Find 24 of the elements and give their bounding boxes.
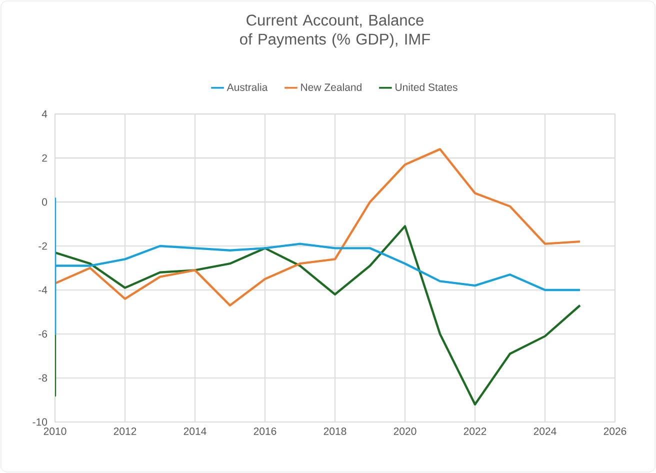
y-tick-label: 0	[42, 198, 48, 206]
x-tick-label: 2016	[254, 428, 276, 435]
y-tick-label: 4	[42, 110, 48, 118]
x-tick-label: 2024	[534, 428, 556, 435]
x-tick-label: 2012	[114, 428, 136, 435]
x-tick-label: 2014	[184, 428, 206, 435]
y-tick-label: 2	[42, 154, 47, 162]
line-series	[55, 225, 582, 406]
x-tick-label: 2010	[44, 428, 66, 435]
y-tick-label: -8	[38, 374, 48, 382]
chart-title: Current Account, Balance of Payments (% GDP), IMF	[240, 14, 430, 48]
legend-label: United States	[396, 83, 458, 91]
legend-label: New Zealand	[301, 83, 362, 91]
line-series	[55, 148, 582, 306]
y-tick-label: -6	[38, 330, 48, 338]
y-tick-label: -10	[32, 418, 48, 426]
y-tick-label: -2	[38, 242, 47, 250]
y-tick-label: -4	[38, 286, 48, 294]
line-series	[55, 196, 582, 336]
x-tick-label: 2018	[324, 428, 346, 435]
legend-label: Australia	[226, 83, 268, 91]
x-tick-label: 2022	[464, 428, 486, 435]
x-tick-label: 2020	[394, 428, 416, 435]
x-tick-label: 2026	[604, 428, 626, 435]
